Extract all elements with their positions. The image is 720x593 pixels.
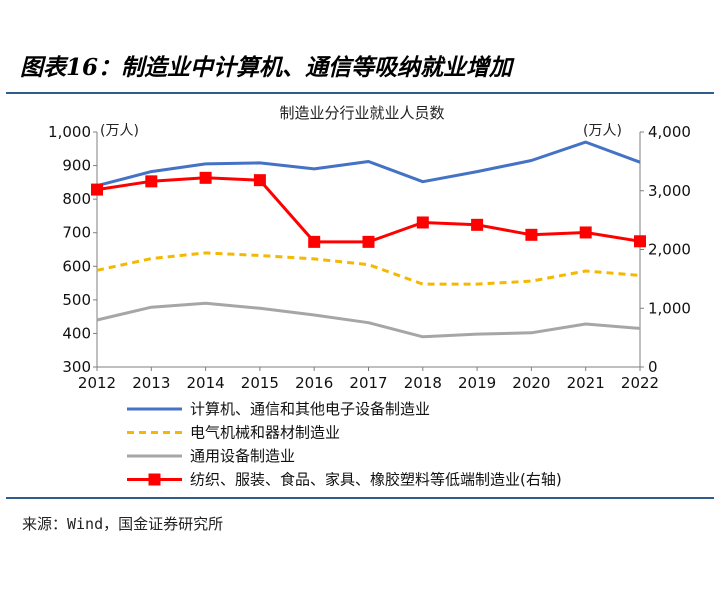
right-tick-label: 2,000 (648, 241, 691, 259)
legend: 计算机、通信和其他电子设备制造业电气机械和器材制造业通用设备制造业纺织、服装、食… (127, 400, 562, 489)
series-line-1 (96, 140, 641, 188)
legend-label-2: 电气机械和器材制造业 (190, 424, 340, 442)
right-axis-unit: (万人) (583, 123, 622, 139)
data-point-marker (416, 216, 429, 229)
data-point-marker (308, 235, 321, 248)
left-tick-label: 700 (62, 224, 91, 242)
top-divider (6, 92, 714, 94)
legend-label-3: 通用设备制造业 (190, 447, 295, 465)
right-tick-label: 0 (648, 358, 658, 376)
legend-label-4: 纺织、服装、食品、家具、橡胶塑料等低端制造业(右轴) (190, 471, 562, 489)
x-tick-label: 2015 (241, 374, 279, 392)
left-tick-label: 600 (62, 257, 91, 275)
x-tick-label: 2021 (567, 374, 605, 392)
data-point-marker (91, 183, 103, 196)
x-tick-label: 2014 (187, 374, 225, 392)
series-line-4 (96, 176, 641, 244)
chart-title: 制造业分行业就业人员数 (279, 104, 444, 122)
data-point-marker (525, 228, 538, 241)
series-group (91, 140, 646, 339)
x-tick-label: 2018 (404, 374, 442, 392)
left-tick-label: 1,000 (48, 123, 91, 141)
series-line-2 (96, 251, 641, 286)
series-line-3 (96, 301, 641, 339)
data-point-marker (362, 235, 375, 248)
x-tick-label: 2013 (132, 374, 170, 392)
data-point-marker (471, 218, 484, 231)
source-note: 来源：Wind，国金证券研究所 (22, 515, 224, 533)
x-tick-label: 2017 (349, 374, 387, 392)
data-point-marker (199, 171, 212, 184)
left-tick-label: 900 (62, 157, 91, 175)
axes: 300 400 500 600 700 800 900 1,000 0 1,000 2,000 3,0… (48, 123, 691, 392)
x-tick-label: 2012 (78, 374, 116, 392)
legend-marker (148, 473, 161, 486)
left-tick-label: 500 (62, 291, 91, 309)
left-tick-label: 300 (62, 358, 91, 376)
figure-title: 图表16：制造业中计算机、通信等吸纳就业增加 (20, 54, 513, 81)
x-tick-label: 2019 (458, 374, 496, 392)
data-point-marker (634, 235, 646, 248)
left-tick-label: 400 (62, 324, 91, 342)
left-axis-unit: (万人) (100, 123, 139, 139)
data-point-marker (253, 174, 266, 187)
left-tick-label: 800 (62, 190, 91, 208)
x-tick-label: 2022 (621, 374, 659, 392)
legend-label-1: 计算机、通信和其他电子设备制造业 (190, 400, 430, 418)
right-tick-label: 3,000 (648, 182, 691, 200)
right-tick-label: 4,000 (648, 123, 691, 141)
right-tick-label: 1,000 (648, 299, 691, 317)
data-point-marker (579, 226, 592, 239)
x-tick-label: 2016 (295, 374, 333, 392)
bottom-divider (6, 497, 714, 499)
x-tick-label: 2020 (512, 374, 550, 392)
line-chart: 制造业分行业就业人员数 (万人) (万人) 300 400 500 600 700 800… (48, 104, 691, 489)
data-point-marker (145, 175, 158, 188)
